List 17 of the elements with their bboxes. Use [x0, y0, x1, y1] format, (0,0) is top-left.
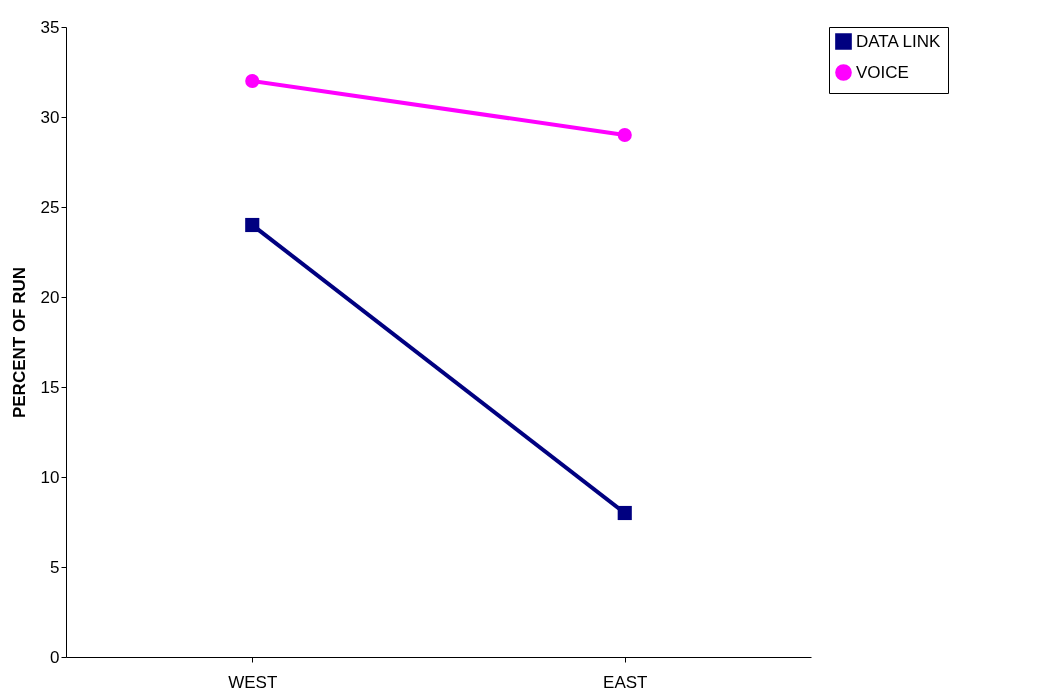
- y-tick-label: 0: [50, 647, 60, 667]
- y-tick-label: 35: [40, 17, 60, 37]
- y-tick-label: 5: [50, 557, 60, 577]
- y-tick-label: 30: [40, 107, 60, 127]
- point: [617, 505, 632, 521]
- y-tick-label: 25: [40, 197, 60, 217]
- point: [617, 127, 632, 143]
- legend-label: VOICE: [856, 62, 909, 82]
- x-tick-label: WEST: [228, 672, 278, 692]
- x-tick-label: EAST: [603, 672, 648, 692]
- legend-label: DATA LINK: [856, 31, 942, 51]
- y-axis-title: PERCENT OF RUN: [9, 266, 29, 419]
- y-tick-label: 20: [40, 287, 60, 307]
- point: [245, 73, 260, 89]
- y-tick-label: 15: [40, 377, 60, 397]
- y-tick-label: 10: [40, 467, 60, 487]
- point: [245, 217, 260, 233]
